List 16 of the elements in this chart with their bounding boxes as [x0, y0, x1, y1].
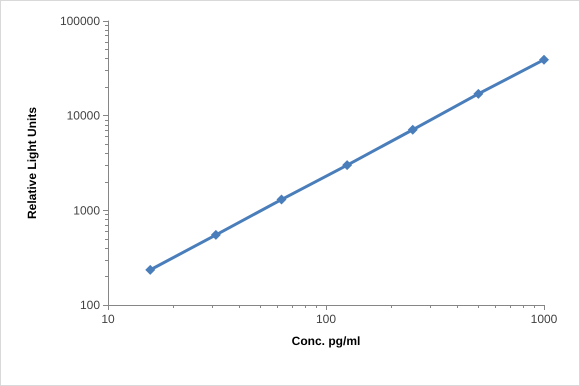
x-tick-label: 1000	[530, 312, 558, 326]
x-tick-label: 100	[316, 312, 336, 326]
x-axis-title: Conc. pg/ml	[292, 334, 360, 348]
y-tick-label: 1000	[73, 203, 100, 218]
point	[276, 194, 286, 205]
x-tick-label: 10	[101, 312, 115, 326]
y-axis-title: Relative Light Units	[25, 106, 39, 220]
point	[145, 264, 156, 275]
y-tick-label: 100000	[60, 14, 100, 28]
point	[210, 230, 221, 240]
point	[408, 124, 418, 135]
point	[342, 160, 352, 170]
point	[473, 88, 484, 99]
y-tick-label: 10000	[66, 108, 100, 123]
y-tick-label: 100	[80, 298, 100, 312]
point	[539, 54, 549, 65]
